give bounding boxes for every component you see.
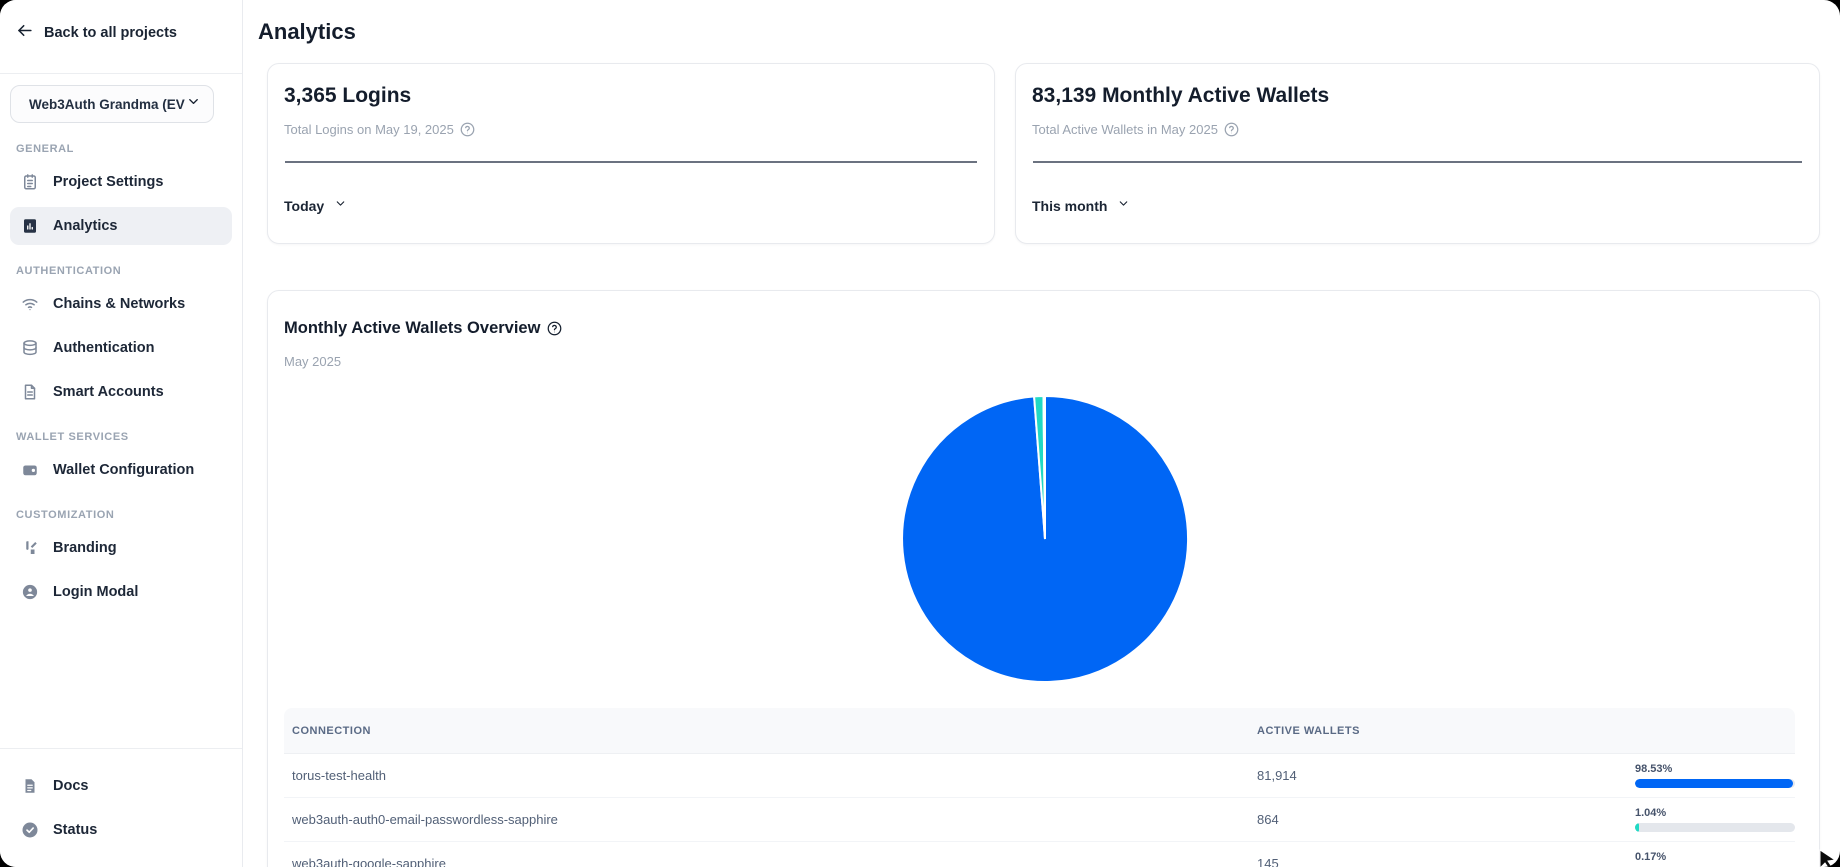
logins-stat-card: 3,365 Logins Total Logins on May 19, 202… <box>267 63 995 244</box>
monthly-active-wallets-overview-card: Monthly Active Wallets Overview May 2025… <box>267 290 1820 867</box>
card-divider <box>1033 161 1802 163</box>
sidebar-item-label: Wallet Configuration <box>53 462 195 478</box>
sidebar-item-label: Login Modal <box>53 584 139 600</box>
doc-icon <box>20 776 40 796</box>
sidebar-item-project-settings[interactable]: Project Settings <box>10 163 232 201</box>
page-title: Analytics <box>258 19 356 44</box>
share-bar-track <box>1635 779 1795 788</box>
active-wallets-value: 145 <box>1257 856 1279 867</box>
clipboard-icon <box>20 172 40 192</box>
sidebar-item-status[interactable]: Status <box>10 811 232 849</box>
brush-icon <box>20 538 40 558</box>
back-to-projects-link[interactable]: Back to all projects <box>0 0 242 46</box>
logins-subtitle: Total Logins on May 19, 2025 <box>284 122 454 137</box>
arrow-left-icon <box>15 21 34 45</box>
sidebar-item-chains-networks[interactable]: Chains & Networks <box>10 285 232 323</box>
help-circle-icon[interactable] <box>547 321 562 336</box>
active-wallets-pie-chart <box>901 394 1190 683</box>
sidebar-divider <box>0 73 242 74</box>
maw-range-label: This month <box>1032 198 1108 214</box>
wifi-icon <box>20 294 40 314</box>
table-row-torus-test-health: torus-test-health 81,914 98.53% <box>284 754 1795 798</box>
project-selector-value: Web3Auth Grandma (EV <box>29 96 185 112</box>
connection-name: torus-test-health <box>292 768 386 783</box>
table-row-web3auth-google-sapphire: web3auth-google-sapphire 145 0.17% <box>284 842 1795 867</box>
database-icon <box>20 338 40 358</box>
share-cell: 98.53% <box>1635 763 1795 788</box>
maw-subtitle-row: Total Active Wallets in May 2025 <box>1032 122 1239 137</box>
maw-subtitle: Total Active Wallets in May 2025 <box>1032 122 1218 137</box>
sidebar: Back to all projects Web3Auth Grandma (E… <box>0 0 243 867</box>
active-wallets-value: 81,914 <box>1257 768 1297 783</box>
logins-subtitle-row: Total Logins on May 19, 2025 <box>284 122 475 137</box>
section-label-general: GENERAL <box>16 143 74 155</box>
share-percent-label: 98.53% <box>1635 763 1673 775</box>
sidebar-item-label: Analytics <box>53 218 118 234</box>
share-bar-track <box>1635 823 1795 832</box>
overview-period: May 2025 <box>284 354 342 369</box>
help-circle-icon[interactable] <box>1224 122 1239 137</box>
chevron-down-icon <box>334 197 347 215</box>
column-header-active-wallets: ACTIVE WALLETS <box>1257 724 1360 737</box>
share-cell: 1.04% <box>1635 807 1795 832</box>
maw-range-selector[interactable]: This month <box>1032 197 1130 215</box>
share-bar-fill <box>1635 823 1639 832</box>
sidebar-item-label: Status <box>53 822 98 838</box>
check-circle-icon <box>20 820 40 840</box>
sidebar-item-label: Project Settings <box>53 174 164 190</box>
table-row-web3auth-auth0-email-passwordless-sapphire: web3auth-auth0-email-passwordless-sapphi… <box>284 798 1795 842</box>
share-percent-label: 0.17% <box>1635 851 1667 863</box>
chevron-down-icon <box>1117 197 1130 215</box>
section-label-customization: CUSTOMIZATION <box>16 509 115 521</box>
active-wallets-value: 864 <box>1257 812 1279 827</box>
sidebar-item-branding[interactable]: Branding <box>10 529 232 567</box>
sidebar-item-label: Authentication <box>53 340 155 356</box>
share-percent-label: 1.04% <box>1635 807 1667 819</box>
file-icon <box>20 382 40 402</box>
sidebar-item-docs[interactable]: Docs <box>10 767 232 805</box>
overview-title: Monthly Active Wallets Overview <box>284 319 541 337</box>
sidebar-item-label: Docs <box>53 778 89 794</box>
pie-slice-web3auth-google-sapphire <box>1042 394 1046 540</box>
help-circle-icon[interactable] <box>460 122 475 137</box>
connection-name: web3auth-google-sapphire <box>292 856 446 867</box>
card-divider <box>285 161 977 163</box>
user-icon <box>20 582 40 602</box>
sidebar-item-label: Branding <box>53 540 117 556</box>
section-label-authentication: AUTHENTICATION <box>16 265 122 277</box>
connections-table: CONNECTION ACTIVE WALLETS torus-test-hea… <box>284 708 1795 867</box>
logins-headline: 3,365 Logins <box>284 84 412 107</box>
sidebar-item-authentication[interactable]: Authentication <box>10 329 232 367</box>
chevron-down-icon <box>186 94 201 114</box>
sidebar-item-wallet-configuration[interactable]: Wallet Configuration <box>10 451 232 489</box>
share-bar-fill <box>1635 779 1793 788</box>
sidebar-item-label: Chains & Networks <box>53 296 186 312</box>
sidebar-item-analytics[interactable]: Analytics <box>10 207 232 245</box>
column-header-connection: CONNECTION <box>292 724 371 737</box>
maw-headline: 83,139 Monthly Active Wallets <box>1032 84 1330 107</box>
sidebar-nav: GENERAL Project Settings Analytics AUTHENTI… <box>0 123 242 617</box>
wallet-icon <box>20 460 40 480</box>
analytics-icon <box>20 216 40 236</box>
share-cell: 0.17% <box>1635 851 1795 867</box>
table-body: torus-test-health 81,914 98.53% web3auth-au… <box>284 754 1795 867</box>
sidebar-item-label: Smart Accounts <box>53 384 164 400</box>
back-to-projects-label: Back to all projects <box>44 25 177 41</box>
connection-name: web3auth-auth0-email-passwordless-sapphi… <box>292 812 558 827</box>
logins-range-label: Today <box>284 198 325 214</box>
sidebar-item-smart-accounts[interactable]: Smart Accounts <box>10 373 232 411</box>
table-header-row: CONNECTION ACTIVE WALLETS <box>284 708 1795 754</box>
logins-range-selector[interactable]: Today <box>284 197 347 215</box>
overview-title-row: Monthly Active Wallets Overview <box>284 319 562 338</box>
section-label-wallet-services: WALLET SERVICES <box>16 431 129 443</box>
mouse-cursor <box>1819 849 1837 867</box>
monthly-active-wallets-stat-card: 83,139 Monthly Active Wallets Total Acti… <box>1015 63 1820 244</box>
sidebar-item-login-modal[interactable]: Login Modal <box>10 573 232 611</box>
sidebar-footer: Docs Status <box>0 748 242 867</box>
project-selector[interactable]: Web3Auth Grandma (EV <box>10 85 214 123</box>
